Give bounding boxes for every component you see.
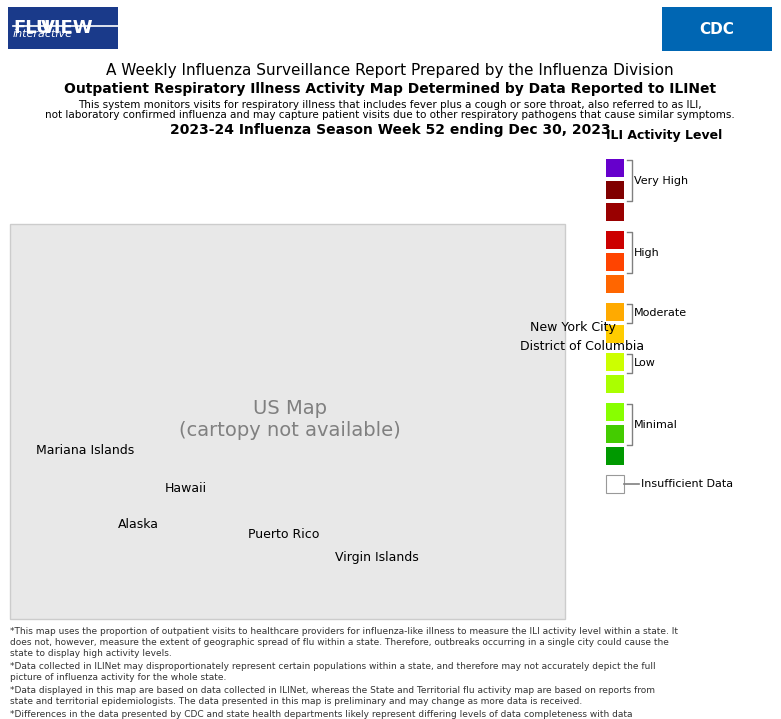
Text: Hawaii: Hawaii bbox=[165, 482, 207, 495]
FancyBboxPatch shape bbox=[8, 7, 118, 49]
Text: picture of influenza activity for the whole state.: picture of influenza activity for the wh… bbox=[10, 673, 226, 682]
Text: CDC: CDC bbox=[700, 22, 734, 37]
Bar bbox=[606, 325, 624, 343]
Text: does not, however, measure the extent of geographic spread of flu within a state: does not, however, measure the extent of… bbox=[10, 638, 669, 647]
Text: *Data collected in ILINet may disproportionately represent certain populations w: *Data collected in ILINet may disproport… bbox=[10, 662, 655, 671]
Text: Minimal: Minimal bbox=[634, 419, 678, 429]
Text: ILI Activity Level: ILI Activity Level bbox=[606, 129, 722, 142]
Bar bbox=[10, 224, 565, 619]
Text: Low: Low bbox=[634, 359, 656, 369]
Text: New York City: New York City bbox=[530, 321, 616, 334]
Bar bbox=[606, 447, 624, 465]
Text: interactive: interactive bbox=[13, 29, 73, 39]
Text: Puerto Rico: Puerto Rico bbox=[248, 528, 319, 541]
Text: FLU: FLU bbox=[13, 19, 51, 37]
Text: *Data displayed in this map are based on data collected in ILINet, whereas the S: *Data displayed in this map are based on… bbox=[10, 686, 655, 695]
Text: 2023-24 Influenza Season Week 52 ending Dec 30, 2023: 2023-24 Influenza Season Week 52 ending … bbox=[169, 123, 610, 137]
Text: High: High bbox=[634, 247, 660, 257]
Bar bbox=[606, 375, 624, 393]
Text: Insufficient Data: Insufficient Data bbox=[641, 479, 733, 489]
FancyBboxPatch shape bbox=[662, 7, 772, 51]
Text: state and territorial epidemiologists. The data presented in this map is prelimi: state and territorial epidemiologists. T… bbox=[10, 697, 583, 706]
Bar bbox=[606, 353, 624, 371]
Text: not laboratory confirmed influenza and may capture patient visits due to other r: not laboratory confirmed influenza and m… bbox=[45, 110, 735, 120]
Text: *This map uses the proportion of outpatient visits to healthcare providers for i: *This map uses the proportion of outpati… bbox=[10, 627, 678, 636]
Bar bbox=[606, 303, 624, 321]
Bar bbox=[606, 253, 624, 271]
Text: VIEW: VIEW bbox=[41, 19, 94, 37]
Text: District of Columbia: District of Columbia bbox=[520, 341, 644, 354]
Text: Alaska: Alaska bbox=[118, 518, 159, 531]
Text: This system monitors visits for respiratory illness that includes fever plus a c: This system monitors visits for respirat… bbox=[78, 100, 702, 110]
Text: Outpatient Respiratory Illness Activity Map Determined by Data Reported to ILINe: Outpatient Respiratory Illness Activity … bbox=[64, 82, 716, 96]
Bar bbox=[606, 403, 624, 421]
Bar bbox=[606, 159, 624, 177]
Bar bbox=[606, 275, 624, 293]
Text: Very High: Very High bbox=[634, 175, 688, 186]
Text: Moderate: Moderate bbox=[634, 308, 687, 319]
Bar bbox=[606, 231, 624, 249]
Bar bbox=[606, 475, 624, 493]
Text: A Weekly Influenza Surveillance Report Prepared by the Influenza Division: A Weekly Influenza Surveillance Report P… bbox=[106, 63, 674, 78]
Bar bbox=[606, 203, 624, 221]
Text: US Map
(cartopy not available): US Map (cartopy not available) bbox=[179, 398, 401, 439]
Text: *Differences in the data presented by CDC and state health departments likely re: *Differences in the data presented by CD… bbox=[10, 710, 633, 719]
Text: Mariana Islands: Mariana Islands bbox=[36, 444, 134, 457]
Text: Virgin Islands: Virgin Islands bbox=[335, 551, 419, 564]
Text: state to display high activity levels.: state to display high activity levels. bbox=[10, 649, 172, 658]
Bar bbox=[606, 425, 624, 443]
Bar bbox=[606, 181, 624, 199]
